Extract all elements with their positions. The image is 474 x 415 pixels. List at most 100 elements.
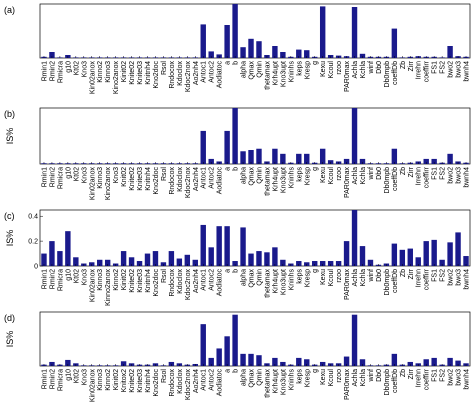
bar [272,46,278,58]
x-tick-label: Zirr [408,368,415,379]
bar [73,257,79,266]
bar [447,242,453,266]
bar [423,241,429,266]
x-tick-label: Zirr [408,60,415,71]
panel-0: Rmin1 Rmin2 Rmicra g10 Kt02 Kno3 Kin02anox Kinn… [4,3,471,94]
x-tick-label: Rmin2 [49,269,56,289]
x-tick-label: Antoc2 [209,167,216,189]
bar [359,158,366,164]
bar [304,153,310,164]
x-tick-label: Krh4upt [272,369,279,394]
x-tick-label: g10 [65,167,72,179]
bar [256,355,262,366]
bar [232,261,238,266]
x-tick-label: Kdoclox [177,167,184,192]
x-tick-label: Kdoclox [177,269,184,294]
bar [296,357,302,366]
bar [248,150,254,164]
x-tick-label: Ao2nh4 [193,167,200,191]
x-tick-label: Kcoul [328,167,335,185]
x-tick-label: b [233,369,240,373]
x-tick-label: Kin02anox [89,167,96,201]
x-tick-label: Kresp [304,369,311,387]
bar [208,247,214,266]
x-tick-label: Rndocox [169,61,176,89]
x-tick-label: Knitnh4 [145,269,152,293]
x-tick-label: Irrehn [416,269,423,287]
x-tick-label: PAR0max [344,167,351,198]
bar [304,359,310,366]
bar [128,257,135,266]
x-tick-label: Qmin [256,167,263,184]
bar [343,356,350,366]
x-tick-label: PAR0max [344,369,351,400]
bar [192,259,198,266]
bar [65,359,71,367]
x-tick-label: Db0mpb [384,369,391,396]
x-tick-label: Kin02anox [89,369,96,403]
bar [216,348,222,366]
x-tick-label: Kno3 [81,167,88,183]
bar [296,49,302,58]
x-tick-label: b [233,61,240,65]
x-tick-label: bwo2 [448,369,455,386]
x-tick-label: g [312,61,319,65]
x-tick-label: PAR0max [344,269,351,300]
x-tick-label: Rndocox [169,269,176,297]
x-tick-label: coeffDb [392,61,399,85]
x-tick-label: Achla [352,61,359,79]
bar [152,251,159,266]
x-tick-label: bwo2 [448,269,455,286]
x-tick-label: a [225,269,232,273]
x-tick-label: FS2 [440,167,447,180]
x-tick-label: Zirr [408,268,415,279]
bar [407,248,413,266]
x-tick-label: alpha [241,369,248,386]
x-tick-label: Kinno3 [97,269,104,291]
x-tick-label: thetamax [264,369,271,398]
x-tick-label: Kdoc2nox [185,269,192,301]
bar [367,259,374,266]
x-tick-label: Rmicra [57,61,64,83]
x-tick-label: Kresp [304,167,311,185]
x-tick-label: Kexu [320,61,327,77]
x-tick-label: a [225,369,232,373]
x-tick-label: FS2 [440,369,447,382]
bar [224,25,230,58]
x-tick-label: Antoc2 [209,61,216,83]
x-tick-label: Kno3upt [280,167,287,193]
x-tick-label: Antoc2 [209,369,216,391]
x-tick-label: Antoc1 [201,369,208,391]
x-tick-label: g [312,369,319,373]
x-tick-label: Achla [352,167,359,185]
x-tick-label: coeffDb [392,167,399,191]
x-tick-label: Kinno3 [97,167,104,189]
bar [240,47,246,58]
x-tick-label: Kinit02 [121,61,128,83]
bar [216,226,222,266]
bar [200,324,206,366]
x-tick-label: Kninhs [288,61,295,83]
x-tick-label: Kdoc2nox [185,167,192,199]
bar [256,41,262,58]
x-tick-label: Kdoc2nox [185,61,192,93]
bar [272,148,278,164]
x-tick-label: bwo3 [456,61,463,78]
y-axis-label: IS% [5,230,15,247]
bar [399,249,406,266]
x-tick-label: Qmax [249,369,256,388]
x-tick-label: Ao2nh4 [193,369,200,393]
bar [256,148,262,164]
x-tick-label: Db0mpb [384,61,391,88]
x-tick-label: thetamax [264,61,271,90]
x-tick-label: Irrehn [416,61,423,79]
x-tick-label: Kninhs [288,269,295,291]
bar [104,259,111,266]
x-tick-label: Knite02 [129,269,136,293]
x-tick-label: FS2 [440,269,447,282]
bar [319,6,326,58]
y-axis-label: IS% [5,331,15,348]
x-tick-label: Rmicra [57,269,64,291]
bar [391,148,398,164]
x-tick-label: Kresp [304,269,311,287]
